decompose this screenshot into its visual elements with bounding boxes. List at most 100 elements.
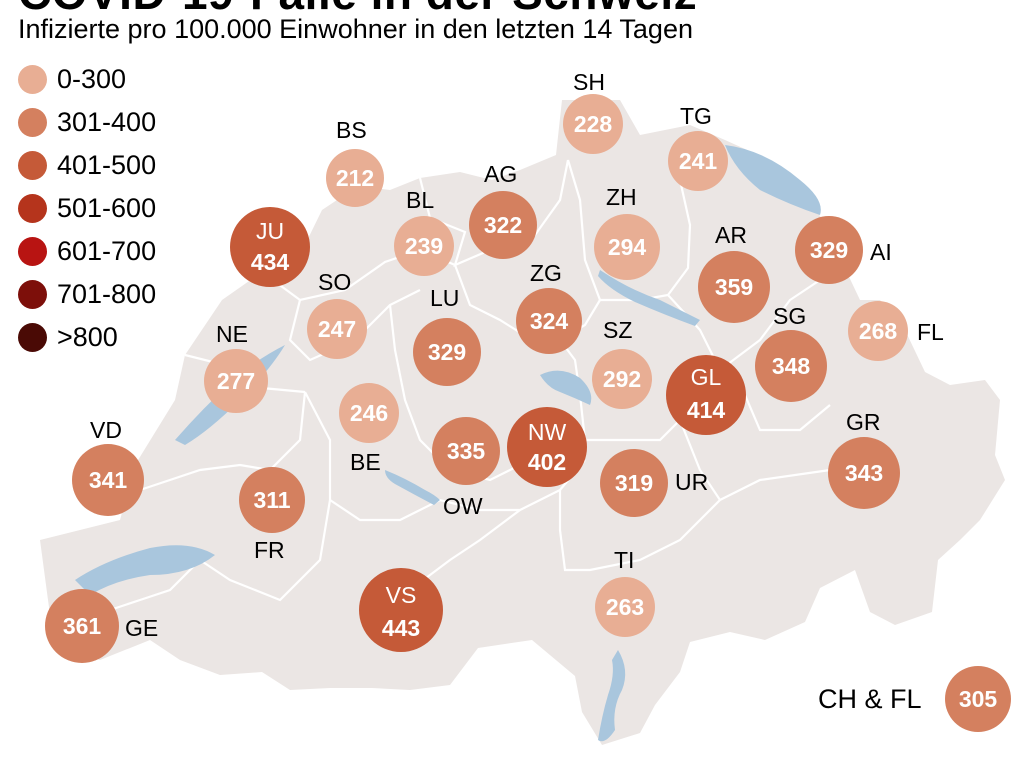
legend-dot-icon [18,323,47,352]
legend-dot-icon [18,108,47,137]
legend-dot-icon [18,237,47,266]
canton-bubble-ne: 277 NE [204,321,268,413]
legend-label: 601-700 [57,236,157,266]
total-label: CH & FL [818,684,922,714]
legend-item-701-800: 701-800 [18,273,156,316]
canton-label: SG [773,303,806,329]
canton-bubble-lu: 329 LU [413,285,481,386]
canton-label: TG [680,103,712,129]
map-title: COVID-19-Fälle in der Schweiz [18,0,697,20]
bubble-circle [239,467,305,533]
bubble-circle [507,407,587,487]
canton-bubble-vd: 341 VD [72,417,144,516]
bubble-circle [339,383,399,443]
legend-item-601-700: 601-700 [18,230,156,273]
bubble-circle [848,301,908,361]
bubble-circle [755,330,827,402]
canton-bubble-vs: VS 443 [359,568,443,652]
canton-value: 247 [318,316,356,342]
legend-dot-icon [18,151,47,180]
canton-bubble-fl: 268 FL [848,301,944,361]
canton-value: 348 [772,353,811,379]
bubble-circle [204,349,268,413]
bubble-circle [230,207,310,287]
legend-item-800-plus: >800 [18,316,156,359]
bubble-circle [594,214,660,280]
canton-label: FR [254,537,285,563]
canton-label: SO [318,269,351,295]
map-subtitle: Infizierte pro 100.000 Einwohner in den … [18,14,693,44]
canton-bubble-gr: 343 GR [828,409,900,509]
bubble-circle [359,568,443,652]
canton-value: 212 [336,165,374,191]
bubble-circle [563,94,623,154]
lake-thun-brienz [385,470,440,505]
canton-bubble-tg: 241 TG [668,103,728,191]
canton-value: 335 [447,438,486,464]
canton-bubble-ai: 329 AI [795,216,892,284]
canton-label: ZH [606,184,637,210]
canton-bubble-ag: 322 AG [469,161,537,259]
bubble-circle [828,437,900,509]
canton-value: 322 [484,212,522,238]
canton-label: ZG [530,260,562,286]
bubble-circle [413,318,481,386]
lake-zurich [598,270,700,326]
canton-value: 228 [574,111,613,137]
canton-value: 263 [606,594,644,620]
canton-bubble-be: 246 BE [339,383,399,475]
canton-value: 324 [530,308,569,334]
canton-value: 434 [251,249,290,275]
canton-value: 294 [608,234,647,260]
canton-bubble-ar: 359 AR [698,222,770,323]
canton-label: NE [216,321,248,347]
canton-value: 292 [603,366,641,392]
canton-label: SH [573,69,605,95]
bubble-circle [666,355,746,435]
legend-label: 501-600 [57,193,157,223]
canton-value: 329 [810,237,848,263]
canton-bubble-bl: 239 BL [394,187,454,276]
bubble-circle [394,216,454,276]
canton-value: 341 [89,467,128,493]
lake-maggiore-lugano [598,650,626,742]
canton-value: 319 [615,470,653,496]
canton-bubble-sg: 348 SG [755,303,827,402]
total-bubble: 305 [945,666,1011,732]
canton-bubble-zh: 294 ZH [594,184,660,280]
canton-label: OW [443,493,483,519]
legend-item-0-300: 0-300 [18,58,156,101]
canton-label: AR [715,222,747,248]
legend-item-301-400: 301-400 [18,101,156,144]
canton-label: GR [846,409,881,435]
legend-label: 301-400 [57,107,157,137]
canton-value: 402 [528,449,566,475]
canton-bubble-zg: 324 ZG [516,260,582,354]
canton-bubble-sh: 228 SH [563,69,623,154]
bubble-circle [72,444,144,516]
canton-label: VD [90,417,122,443]
canton-label: BE [350,449,381,475]
canton-label: AG [484,161,517,187]
bubble-circle [307,299,367,359]
canton-label: BL [406,187,434,213]
canton-bubble-ti: 263 TI [595,547,655,637]
total-value: 305 [959,686,998,712]
canton-bubble-bs: 212 BS [326,117,384,207]
bubble-circle [45,589,119,663]
canton-label: LU [430,285,459,311]
canton-bubble-sz: 292 SZ [592,317,652,409]
canton-bubble-ju: JU 434 [230,207,310,287]
canton-label: GE [125,615,158,641]
canton-label: FL [917,319,944,345]
canton-value: 443 [382,615,420,641]
canton-value: 414 [687,397,726,423]
canton-bubble-ge: 361 GE [45,589,158,663]
canton-label: AI [870,239,892,265]
canton-bubble-fr: 311 FR [239,467,305,563]
bubble-circle [595,577,655,637]
canton-label: SZ [603,317,632,343]
canton-label: VS [386,582,417,608]
canton-value: 277 [217,368,255,394]
canton-value: 359 [715,274,753,300]
